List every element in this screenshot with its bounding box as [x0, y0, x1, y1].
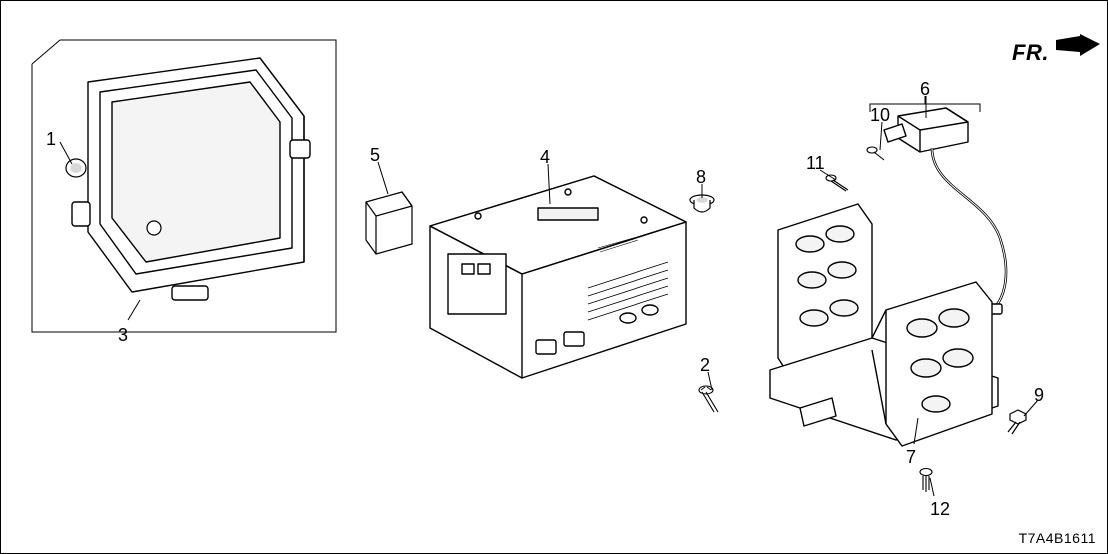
callout-6-bracket	[870, 96, 990, 116]
diagram-canvas: FR. T7A4B1611	[0, 0, 1108, 554]
leader-lines	[0, 0, 1108, 554]
